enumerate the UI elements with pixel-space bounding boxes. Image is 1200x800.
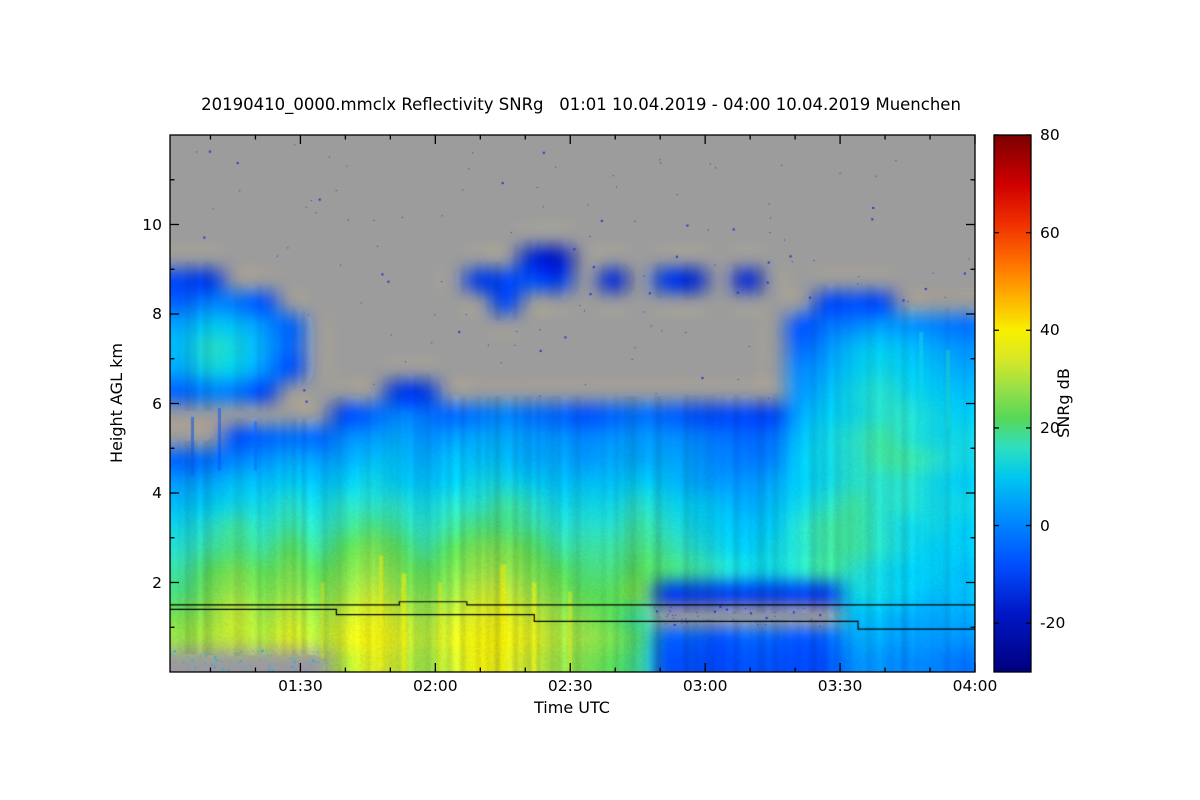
colorbar-tick-label: 40 [1040,321,1060,340]
y-tick-label: 10 [142,215,162,234]
y-tick-label: 4 [152,484,162,502]
plot-title: 20190410_0000.mmclx Reflectivity SNRg 01… [201,95,961,114]
x-tick-label: 02:30 [547,677,593,695]
x-tick-label: 01:30 [278,677,323,695]
x-tick-label: 03:30 [817,677,863,695]
colorbar-tick-label: -20 [1040,614,1066,633]
colorbar-tick-label: 20 [1040,418,1060,437]
x-axis-label: Time UTC [534,698,610,717]
colorbar-label: SNRg dB [1054,368,1073,438]
x-tick-label: 02:00 [412,677,458,695]
colorbar-tick-label: 0 [1040,516,1050,535]
x-tick-label: 04:00 [952,677,998,695]
y-tick-label: 6 [152,394,162,413]
colorbar-tick-label: 80 [1040,126,1060,144]
y-tick-label: 2 [152,573,162,592]
colorbar-gradient [994,135,1031,672]
x-tick-label: 03:00 [682,677,728,695]
y-tick-label: 8 [152,305,162,323]
heatmap-canvas [170,135,975,672]
colorbar-tick-label: 60 [1040,223,1060,242]
